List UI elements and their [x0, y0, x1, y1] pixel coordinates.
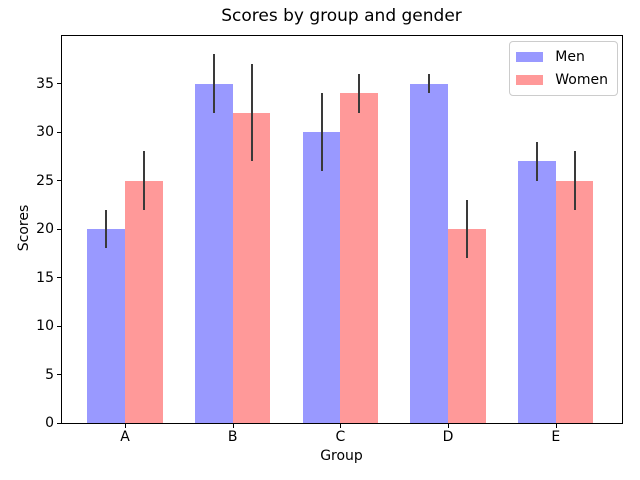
- x-tick-mark: [448, 424, 450, 428]
- y-tick-label: 35: [36, 75, 54, 92]
- y-tick-label: 5: [45, 366, 54, 383]
- y-tick-label: 25: [36, 172, 54, 189]
- y-tick-label: 30: [36, 124, 54, 141]
- x-tick-mark: [340, 424, 342, 428]
- error-bar-men-E: [535, 141, 538, 181]
- error-bar-men-B: [212, 54, 215, 113]
- y-tick-mark: [57, 131, 61, 133]
- x-tick-mark: [125, 424, 126, 428]
- error-bar-women-D: [465, 199, 468, 259]
- error-bar-women-E: [573, 151, 576, 210]
- y-tick-mark: [57, 83, 61, 85]
- error-bar-women-B: [250, 64, 253, 162]
- y-tick-label: 10: [36, 318, 54, 334]
- y-tick-mark: [57, 422, 61, 424]
- legend-entry-men: Men: [516, 47, 608, 67]
- legend: Men Women: [509, 41, 618, 96]
- x-tick-label: D: [442, 429, 454, 445]
- y-tick-mark: [57, 277, 61, 278]
- x-tick-label: E: [551, 429, 561, 445]
- y-tick-mark: [57, 325, 61, 327]
- x-tick-label: C: [335, 429, 346, 445]
- bar-women-B: [232, 112, 271, 423]
- bar-men-A: [87, 229, 125, 423]
- plot-area: Men Women 0 5 10 15 20 25 30 35 A B C D E: [36, 35, 623, 444]
- legend-swatch-men: [516, 52, 544, 62]
- y-tick-label: 15: [36, 269, 54, 286]
- error-bar-women-A: [142, 151, 145, 210]
- y-tick-mark: [57, 180, 61, 182]
- bar-women-A: [125, 180, 163, 423]
- x-tick-label: A: [120, 429, 130, 445]
- bar-men-B: [195, 83, 233, 423]
- y-tick-label: 0: [45, 415, 54, 431]
- legend-entry-women: Women: [516, 70, 608, 90]
- bar-men-E: [518, 161, 556, 423]
- bar-women-E: [555, 180, 594, 423]
- x-tick-label: B: [227, 429, 238, 445]
- x-axis-label: Group: [320, 448, 363, 464]
- bar-men-C: [302, 132, 341, 423]
- bar-women-D: [448, 229, 486, 423]
- legend-swatch-women: [516, 75, 544, 85]
- y-tick-mark: [57, 374, 61, 375]
- error-bar-men-D: [428, 73, 431, 94]
- legend-label: Men: [555, 49, 585, 65]
- error-bar-men-C: [320, 93, 323, 171]
- y-tick-mark: [57, 228, 61, 230]
- bar-women-C: [340, 93, 379, 423]
- chart-title: Scores by group and gender: [221, 6, 462, 26]
- error-bar-men-A: [105, 209, 108, 249]
- error-bar-women-C: [358, 73, 361, 113]
- x-tick-mark: [555, 424, 557, 428]
- x-tick-mark: [232, 424, 234, 428]
- bar-men-D: [410, 83, 449, 423]
- y-tick-label: 20: [36, 221, 54, 237]
- legend-label: Women: [555, 72, 608, 88]
